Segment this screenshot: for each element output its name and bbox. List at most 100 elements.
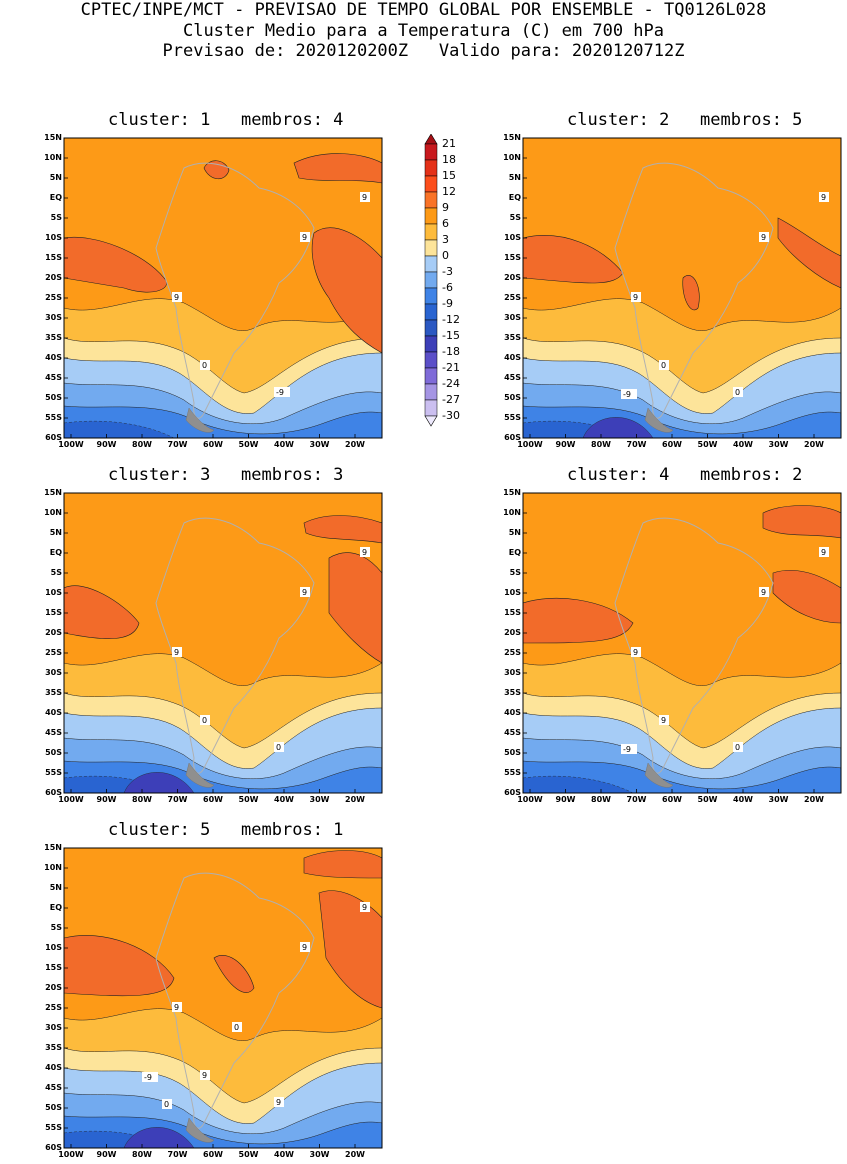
contour-label-box	[759, 587, 769, 597]
lon-label: 70W	[626, 795, 647, 804]
colorbar-tick-label: -3	[442, 265, 453, 278]
header-dates: Previsao de: 2020120200Z Valido para: 20…	[162, 41, 685, 61]
lat-label: 15S	[504, 253, 521, 262]
lat-label: 10S	[45, 943, 62, 952]
lon-label: 40W	[733, 440, 753, 449]
colorbar-tick-label: -15	[442, 329, 460, 342]
warm-contour-region	[772, 569, 841, 624]
map-panel-cluster-3: cluster: 3 membros: 3 9 9 9 0 0 15N 10N 5N EQ 5S 1…	[36, 465, 383, 804]
contour-label: 0	[202, 361, 207, 370]
lon-label: 70W	[167, 1150, 188, 1159]
land-patch	[185, 407, 215, 433]
lat-label: 20S	[45, 983, 62, 992]
lat-label: 60S	[504, 788, 521, 797]
map-frame	[63, 492, 383, 794]
lon-label: 90W	[555, 440, 576, 449]
continent-outline	[155, 872, 315, 1129]
lat-label: 15S	[504, 608, 521, 617]
colorbar-tick-label: 12	[442, 185, 456, 198]
lat-label: 60S	[45, 788, 62, 797]
lat-label: 60S	[45, 433, 62, 442]
contour-label-box	[300, 587, 310, 597]
lat-label: 15S	[45, 608, 62, 617]
colorbar-bin	[424, 239, 438, 257]
colorbar-bin	[424, 351, 438, 369]
lat-label: 10N	[503, 508, 521, 517]
map-panel-cluster-2: cluster: 2 membros: 5 9 9 9 0 0 -9 15N 10N 5N EQ 5…	[495, 110, 842, 449]
lat-label: 60S	[504, 433, 521, 442]
land-patch	[185, 762, 215, 788]
map-svg: 9 9 9 9 0 -9	[522, 492, 842, 794]
warm-contour-region	[762, 505, 841, 539]
lat-label: EQ	[508, 193, 521, 202]
contour-label-box	[759, 232, 769, 242]
lat-label: 60S	[45, 1143, 62, 1152]
lat-label: 55S	[45, 768, 62, 777]
contour-label-box	[142, 1072, 158, 1082]
lat-label: 15S	[45, 963, 62, 972]
contour-label-box	[274, 387, 290, 397]
warm-contour-region	[328, 552, 382, 664]
lat-label: 5S	[50, 568, 62, 577]
lat-label: 55S	[504, 413, 521, 422]
contour-label-box	[621, 389, 637, 399]
lat-label: EQ	[49, 903, 62, 912]
warm-contour-region	[64, 935, 175, 997]
lon-label: 40W	[274, 795, 294, 804]
map-panel-cluster-1: cluster: 1 membros: 4 9 9 9 0 -9 15N 10N 5N EQ 5S…	[36, 110, 383, 449]
lat-label: 35S	[45, 688, 62, 697]
contour-label: 0	[202, 716, 207, 725]
colorbar-tick-label: 3	[442, 233, 449, 246]
warm-contour-region	[303, 515, 382, 544]
lat-label: 10S	[504, 588, 521, 597]
lon-label: 80W	[132, 795, 152, 804]
lon-label: 30W	[768, 795, 789, 804]
colorbar-bin	[424, 143, 438, 161]
lat-label: 10N	[44, 153, 62, 162]
lat-label: 15S	[45, 253, 62, 262]
contour-label-box	[360, 192, 370, 202]
lat-label: 5N	[49, 528, 62, 537]
lon-label: 40W	[274, 1150, 294, 1159]
map-svg: 9 9 9 0 0	[63, 492, 383, 794]
contour-label-box	[232, 1022, 242, 1032]
lat-label: 30S	[45, 313, 62, 322]
panel-title: cluster: 5 membros: 1	[108, 820, 344, 840]
contour-label: 0	[234, 1023, 239, 1032]
lon-label: 100W	[58, 1150, 84, 1159]
lon-label: 80W	[132, 1150, 152, 1159]
lat-label: 50S	[504, 748, 521, 757]
map-svg: 9 9 9 0 -9	[63, 137, 383, 439]
contour-label: 9	[633, 293, 638, 302]
colorbar-bin	[424, 367, 438, 385]
warm-contour-region	[682, 275, 700, 311]
lat-label: 30S	[45, 668, 62, 677]
lat-label: 35S	[45, 333, 62, 342]
contour-label-box	[162, 1099, 172, 1109]
lon-label: 40W	[274, 440, 294, 449]
lat-label: 15N	[503, 488, 521, 497]
continent-outline	[155, 162, 315, 419]
lon-label: 40W	[733, 795, 753, 804]
contour-label-box	[360, 547, 370, 557]
colorbar-bin	[424, 191, 438, 209]
warm-contour-region	[64, 585, 140, 639]
contour-label-box	[659, 715, 669, 725]
contour-label-box	[172, 292, 182, 302]
lon-label: 30W	[768, 440, 789, 449]
colorbar-tick-label: 9	[442, 201, 449, 214]
lon-label: 100W	[517, 440, 543, 449]
colorbar-tick-label: 21	[442, 137, 456, 150]
lat-label: 10N	[44, 863, 62, 872]
lat-label: 15N	[44, 843, 62, 852]
contour-label: 9	[174, 293, 179, 302]
lat-label: 10S	[45, 233, 62, 242]
lon-label: 70W	[167, 440, 188, 449]
contour-label: -9	[623, 390, 631, 399]
contour-label: 9	[761, 588, 766, 597]
lat-label: 5N	[508, 173, 521, 182]
lat-label: 25S	[45, 1003, 62, 1012]
colorbar-bin	[424, 255, 438, 273]
colorbar-tick-label: -12	[442, 313, 460, 326]
contour-label-box	[631, 292, 641, 302]
